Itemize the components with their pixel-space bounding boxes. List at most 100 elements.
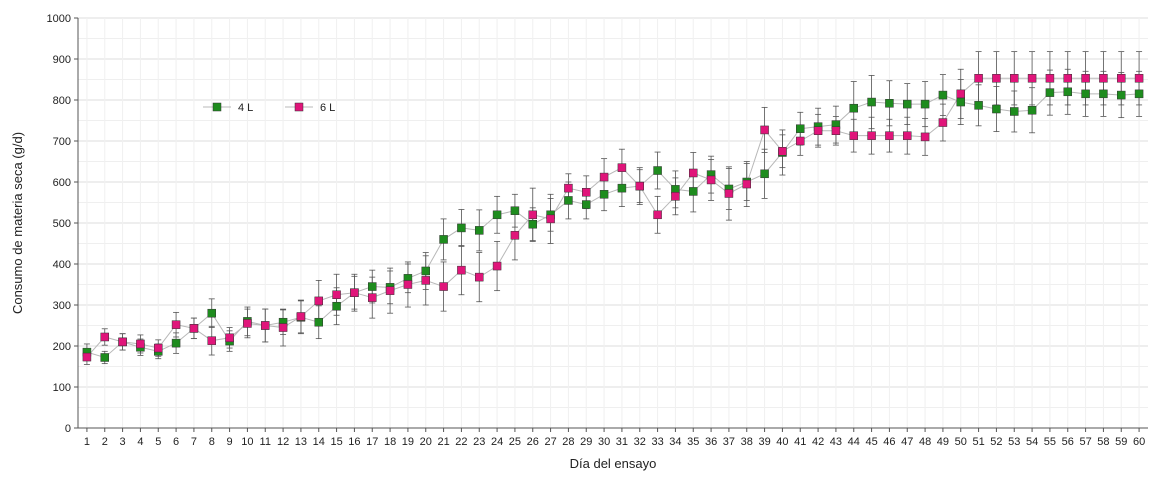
data-point	[920, 99, 930, 109]
x-tick-label: 53	[1008, 436, 1020, 448]
data-point	[1081, 74, 1090, 83]
data-point	[956, 97, 965, 107]
legend: 4 L 6 L	[203, 102, 335, 114]
data-point	[1063, 87, 1072, 97]
y-axis-title: Consumo de materia seca (g/d)	[10, 132, 25, 314]
data-point	[492, 261, 502, 271]
data-point	[974, 101, 983, 110]
data-point	[314, 296, 323, 306]
x-tick-label: 4	[137, 436, 143, 448]
data-point	[635, 181, 644, 191]
data-point	[938, 90, 948, 100]
data-point	[1134, 74, 1144, 83]
data-point	[1063, 74, 1072, 83]
data-point	[564, 196, 573, 205]
data-point	[528, 210, 537, 220]
data-point	[1045, 88, 1055, 97]
x-tick-label: 30	[598, 436, 610, 448]
data-point	[582, 188, 591, 197]
x-tick-label: 57	[1079, 436, 1091, 448]
x-tick-label: 48	[919, 436, 931, 448]
x-tick-label: 56	[1062, 436, 1074, 448]
x-tick-label: 33	[651, 436, 663, 448]
data-point	[974, 74, 983, 83]
x-tick-label: 14	[313, 436, 325, 448]
x-tick-label: 17	[366, 436, 378, 448]
data-point	[100, 353, 109, 362]
data-point	[760, 125, 769, 135]
series	[82, 51, 1144, 365]
data-point	[582, 200, 591, 209]
data-point	[207, 336, 216, 345]
x-tick-label: 24	[491, 436, 503, 448]
data-point	[332, 290, 341, 299]
x-tick-label: 15	[330, 436, 342, 448]
x-tick-label: 59	[1115, 436, 1127, 448]
data-point	[278, 323, 288, 332]
data-point	[385, 286, 395, 295]
y-tick-label: 0	[65, 423, 71, 435]
x-tick-label: 29	[580, 436, 592, 448]
x-tick-label: 54	[1026, 436, 1038, 448]
data-point	[154, 343, 163, 353]
x-tick-label: 60	[1133, 436, 1145, 448]
data-point	[867, 131, 876, 140]
x-tick-label: 49	[937, 436, 949, 448]
data-point	[1010, 107, 1019, 116]
data-point	[778, 147, 787, 156]
data-point	[992, 74, 1001, 83]
data-point	[599, 172, 609, 182]
data-point	[457, 265, 466, 275]
data-point	[189, 324, 199, 333]
y-tick-label: 900	[53, 54, 71, 66]
data-point	[689, 187, 698, 196]
data-point	[617, 183, 627, 193]
legend-marker	[212, 102, 222, 112]
x-tick-label: 21	[437, 436, 449, 448]
x-tick-label: 1	[84, 436, 90, 448]
legend-item-1: 4 L	[203, 102, 253, 114]
legend-item-2: 6 L	[285, 102, 335, 114]
data-point	[421, 276, 430, 285]
data-point	[813, 126, 823, 135]
data-point	[1099, 89, 1108, 99]
x-tick-label: 20	[420, 436, 432, 448]
x-tick-label: 2	[102, 436, 108, 448]
data-point	[920, 132, 930, 142]
x-tick-label: 7	[191, 436, 197, 448]
data-point	[118, 337, 127, 347]
data-point	[510, 206, 520, 215]
data-point	[475, 226, 484, 235]
x-tick-label: 41	[794, 436, 806, 448]
y-tick-label: 800	[53, 95, 71, 107]
x-tick-label: 32	[634, 436, 646, 448]
x-tick-label: 47	[901, 436, 913, 448]
x-tick-label: 45	[865, 436, 877, 448]
data-point	[100, 332, 109, 342]
data-point	[1134, 89, 1144, 99]
data-point	[831, 126, 841, 135]
x-tick-label: 9	[227, 436, 233, 448]
data-point	[457, 223, 466, 233]
x-tick-label: 27	[544, 436, 556, 448]
x-tick-label: 23	[473, 436, 485, 448]
data-point	[689, 168, 698, 178]
data-point	[368, 282, 377, 291]
x-tick-label: 51	[972, 436, 984, 448]
data-point	[796, 124, 805, 133]
data-point	[82, 352, 92, 362]
x-tick-label: 40	[776, 436, 788, 448]
x-tick-label: 58	[1097, 436, 1109, 448]
data-point	[653, 166, 662, 175]
y-tick-label: 300	[53, 300, 71, 312]
data-point	[136, 339, 145, 349]
data-point	[1099, 74, 1108, 83]
data-point	[599, 190, 609, 199]
data-point	[510, 231, 520, 240]
data-point	[742, 179, 751, 189]
x-tick-label: 44	[848, 436, 860, 448]
x-tick-label: 38	[741, 436, 753, 448]
x-tick-label: 31	[616, 436, 628, 448]
